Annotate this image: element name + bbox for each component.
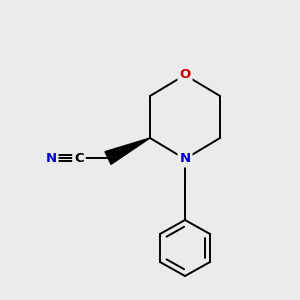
Text: N: N (179, 152, 191, 166)
Text: C: C (74, 152, 84, 164)
Polygon shape (105, 138, 150, 164)
Text: N: N (45, 152, 57, 164)
Text: O: O (179, 68, 191, 82)
